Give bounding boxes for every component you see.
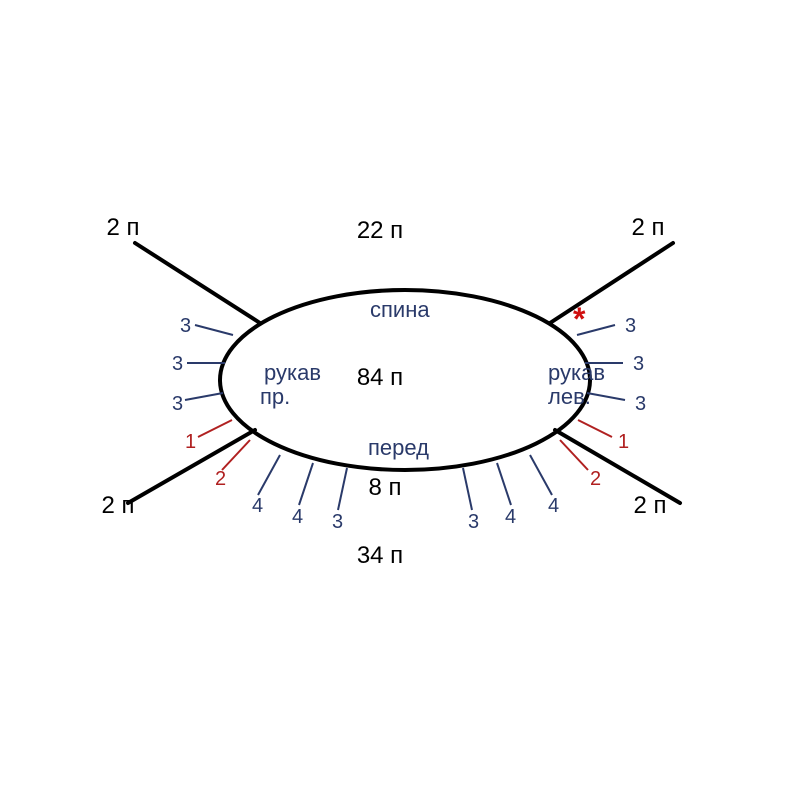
- count-label: 22 п: [357, 217, 403, 244]
- section-label: рукав: [264, 360, 321, 385]
- start-marker-star: *: [573, 301, 586, 337]
- tick-number: 3: [332, 511, 343, 533]
- background: [0, 0, 807, 807]
- count-label: 8 п: [368, 474, 401, 501]
- tick-number: 1: [618, 431, 629, 453]
- section-label: спина: [370, 297, 430, 322]
- section-label: лев.: [548, 384, 591, 409]
- tick-number: 3: [172, 353, 183, 375]
- count-label: 34 п: [357, 542, 403, 569]
- tick-number: 4: [292, 506, 303, 528]
- tick-number: 4: [505, 506, 516, 528]
- count-label: 84 п: [357, 364, 403, 391]
- count-label: 2 п: [101, 492, 134, 519]
- tick-number: 2: [215, 468, 226, 490]
- section-label: пр.: [260, 384, 290, 409]
- tick-number: 3: [172, 393, 183, 415]
- tick-number: 3: [468, 511, 479, 533]
- tick-number: 3: [625, 315, 636, 337]
- section-label: перед: [368, 435, 429, 460]
- count-label: 2 п: [633, 492, 666, 519]
- tick-number: 1: [185, 431, 196, 453]
- tick-number: 2: [590, 468, 601, 490]
- tick-number: 4: [252, 495, 263, 517]
- raglan-diagram: 3331244333312443 22 п2 п2 п2 п2 п84 п8 п…: [0, 0, 807, 807]
- tick-number: 4: [548, 495, 559, 517]
- count-label: 2 п: [631, 214, 664, 241]
- tick-number: 3: [635, 393, 646, 415]
- count-label: 2 п: [106, 214, 139, 241]
- tick-number: 3: [633, 353, 644, 375]
- tick-number: 3: [180, 315, 191, 337]
- section-label: рукав: [548, 360, 605, 385]
